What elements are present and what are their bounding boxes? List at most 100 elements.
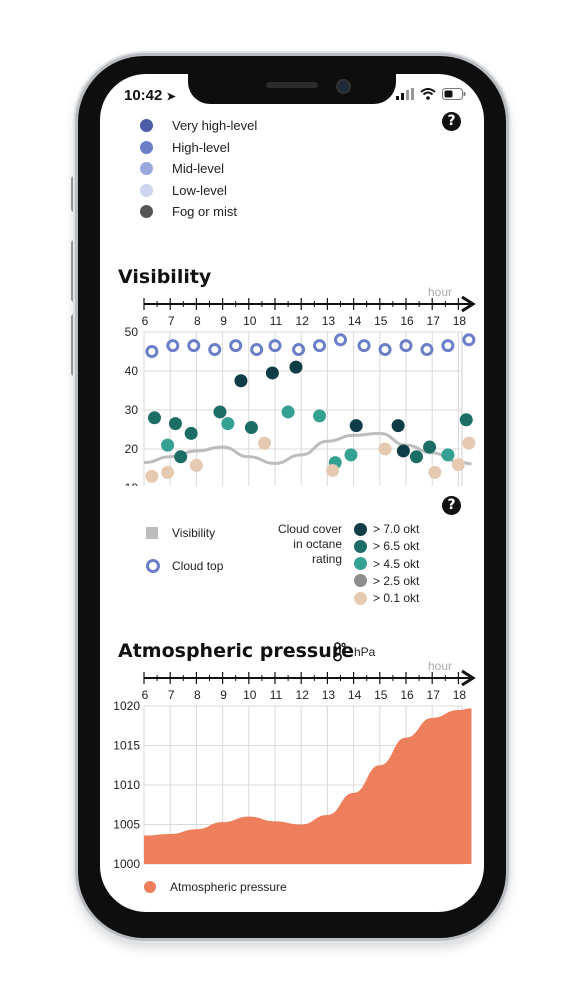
octane-legend-dot — [354, 591, 367, 605]
cloud-legend-dot — [140, 162, 153, 175]
thermometer-icon — [333, 642, 346, 662]
hour-tick-label: 10 — [243, 314, 257, 328]
axis-arrow-icon — [461, 295, 476, 313]
cloud-cover-title-line3: rating — [311, 552, 342, 566]
cloud-legend-dot — [140, 205, 153, 218]
cloud-top-point — [145, 345, 159, 358]
octane-legend-item: > 7.0 okt — [354, 522, 419, 536]
cloud-cover-point — [378, 442, 392, 456]
cloud-top-point — [420, 343, 434, 357]
octane-legend-item: > 0.1 okt — [354, 591, 419, 605]
hour-tick-label: 11 — [270, 314, 283, 328]
cloud-legend-item: Mid-level — [140, 161, 224, 176]
visibility-chart: 50 40 30 20 10 — [125, 326, 476, 486]
hour-tick-label: 12 — [296, 314, 310, 328]
cloud-cover-point — [441, 448, 455, 462]
cloud-legend-item: Fog or mist — [140, 204, 237, 219]
octane-legend-item: > 6.5 okt — [354, 539, 419, 553]
cloud-cover-point — [161, 438, 175, 452]
wifi-icon — [420, 88, 436, 100]
y-tick-label: 1015 — [113, 739, 140, 753]
cloud-cover-point — [423, 440, 437, 454]
hour-tick-label: 18 — [453, 688, 467, 702]
y-tick-label: 1020 — [113, 699, 140, 713]
speaker-grille — [266, 82, 318, 88]
cloud-cover-point — [161, 465, 175, 479]
y-tick-label: 50 — [125, 326, 139, 339]
location-arrow-icon: ➤ — [166, 91, 176, 103]
battery-icon — [442, 88, 466, 100]
legend-pressure-label: Atmospheric pressure — [170, 880, 287, 894]
hour-tick-label: 18 — [453, 314, 467, 328]
cloud-cover-point — [244, 421, 258, 435]
cloud-cover-title-line2: in octane — [293, 537, 342, 551]
cloud-top-point — [229, 339, 243, 353]
octane-legend-item: > 4.5 okt — [354, 557, 419, 571]
pressure-title: Atmospheric pressure — [118, 640, 354, 662]
visibility-help-icon[interactable]: ? — [442, 496, 461, 515]
volume-up-button — [71, 240, 77, 302]
cloud-cover-point — [391, 419, 405, 433]
y-tick-label: 10 — [125, 481, 139, 486]
legend-cloud-top: Cloud top — [146, 559, 223, 573]
cloud-cover-point — [265, 366, 279, 380]
axis-arrow-icon — [461, 669, 476, 687]
octane-legend-label: > 4.5 okt — [373, 556, 420, 571]
volume-down-button — [71, 314, 77, 376]
cloud-top-point — [334, 333, 347, 347]
cloud-top-point — [313, 339, 327, 353]
y-tick-label: 1005 — [113, 818, 140, 832]
octane-legend-label: > 0.1 okt — [373, 591, 420, 606]
cloud-legend-item: Low-level — [140, 183, 227, 198]
cloud-cover-point — [326, 463, 340, 477]
hour-tick-label: 14 — [348, 314, 362, 328]
pressure-area — [144, 708, 472, 864]
cloud-legend-label: High-level — [172, 139, 230, 155]
help-icon[interactable]: ? — [442, 112, 461, 131]
hour-label: hour — [428, 659, 452, 673]
cloud-cover-point — [147, 411, 161, 425]
cloud-legend-item: Very high-level — [140, 118, 257, 133]
legend-visibility-label: Visibility — [172, 526, 216, 540]
cloud-top-point — [399, 339, 413, 353]
hour-tick-label: 13 — [322, 688, 336, 702]
y-tick-label: 30 — [125, 403, 139, 417]
cloud-cover-point — [459, 413, 473, 427]
cloud-cover-point — [189, 458, 203, 472]
hour-tick-label: 10 — [243, 688, 257, 702]
hour-tick-label: 15 — [374, 314, 388, 328]
cloud-top-point — [357, 339, 371, 353]
cloud-legend-dot — [140, 119, 153, 132]
octane-legend-label: > 7.0 okt — [373, 522, 420, 536]
cloud-cover-point — [349, 419, 363, 433]
legend-visibility: Visibility — [146, 526, 215, 540]
pressure-hour-axis: hour 6 7 8 9 10 11 12 13 14 15 16 17 18 — [142, 659, 476, 702]
cloud-cover-point — [145, 469, 159, 483]
octane-legend-dot — [354, 522, 367, 536]
hour-tick-label: 16 — [400, 688, 414, 702]
hour-tick-label: 14 — [348, 688, 362, 702]
phone-screen: 10:42 ➤ Very high-level High-level Mid-lev… — [100, 74, 484, 912]
status-icons — [396, 88, 466, 100]
visibility-hour-axis: hour 6 7 8 9 10 11 12 13 14 15 16 17 18 — [142, 285, 476, 328]
octane-legend-dot — [354, 539, 367, 553]
status-time: 10:42 ➤ — [124, 87, 176, 104]
hour-tick-label: 6 — [142, 314, 149, 328]
hour-label: hour — [428, 285, 452, 299]
cloud-top-point — [462, 333, 476, 347]
status-time-text: 10:42 — [124, 87, 163, 104]
legend-pressure: Atmospheric pressure — [144, 880, 287, 894]
octane-legend-item: > 2.5 okt — [354, 574, 419, 588]
cloud-cover-title-line1: Cloud cover — [277, 522, 342, 536]
cloud-cover-point — [281, 405, 295, 419]
hour-tick-label: 9 — [220, 688, 227, 702]
cloud-cover-point — [451, 458, 465, 472]
hour-tick-label: 15 — [374, 688, 388, 702]
cloud-cover-point — [344, 448, 358, 462]
legend-cloud-top-label: Cloud top — [172, 559, 224, 573]
mute-switch — [71, 176, 77, 212]
cloud-cover-point — [289, 360, 303, 374]
y-tick-label: 1000 — [113, 857, 140, 871]
cloud-cover-point — [396, 444, 410, 458]
pressure-chart: 1020 1015 1010 1005 1000 — [113, 699, 472, 871]
